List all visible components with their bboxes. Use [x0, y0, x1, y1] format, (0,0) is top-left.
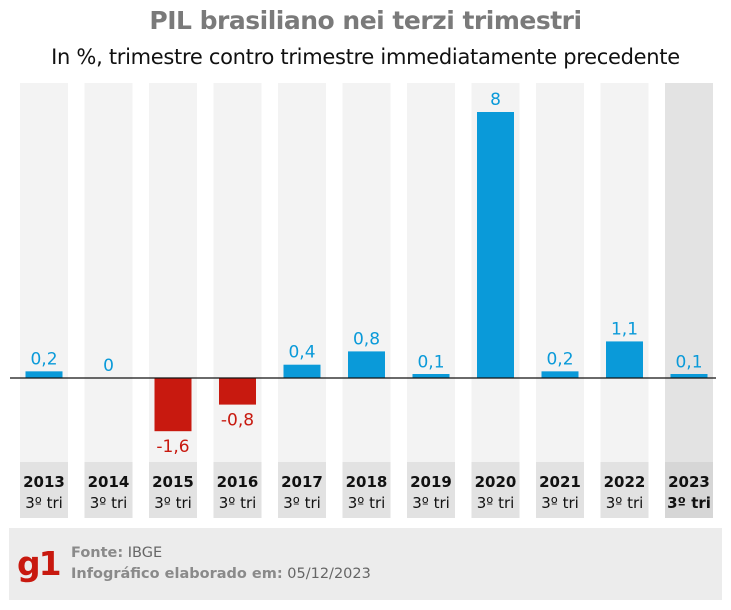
g1-logo: g1 — [17, 544, 62, 583]
tick-label-year: 2016 — [217, 473, 259, 491]
data-label: -0,8 — [221, 411, 254, 431]
data-label: 0 — [103, 356, 114, 376]
tick-label-quarter: 3º tri — [154, 494, 192, 512]
source-label: Fonte: — [71, 545, 124, 561]
category-label-panel — [213, 462, 262, 518]
tick-label-quarter: 3º tri — [219, 494, 257, 512]
column-background — [536, 83, 584, 518]
source-value: IBGE — [127, 545, 163, 561]
category-label-panel — [20, 462, 68, 518]
data-label: 1,1 — [611, 319, 638, 339]
category-label-panel — [471, 462, 520, 518]
category-label-panel — [278, 462, 326, 518]
bar-chart: 0,2 2013 3º tri 0 2014 3º tri -1,6 2015 3º tri -0… — [10, 83, 716, 518]
bar — [477, 112, 514, 378]
tick-label-quarter: 3º tri — [412, 494, 450, 512]
tick-label-year: 2018 — [346, 473, 388, 491]
tick-label-quarter: 3º tri — [90, 494, 128, 512]
date-label: Infográfico elaborado em: — [71, 566, 283, 582]
column-background — [213, 83, 262, 518]
data-label: 0,1 — [417, 353, 444, 373]
column-background — [407, 83, 455, 518]
column-background — [278, 83, 326, 518]
tick-label-quarter: 3º tri — [477, 494, 515, 512]
bar — [219, 378, 256, 405]
category-label-panel — [342, 462, 391, 518]
data-label: -1,6 — [156, 437, 189, 457]
tick-label-year: 2017 — [281, 473, 323, 491]
category-label-panel — [149, 462, 197, 518]
tick-label-year: 2022 — [604, 473, 646, 491]
column-background — [20, 83, 68, 518]
tick-label-quarter: 3º tri — [25, 494, 63, 512]
data-label: 0,2 — [546, 349, 573, 369]
category-label-panel — [665, 462, 713, 518]
bar — [606, 341, 643, 378]
category-label-panel — [407, 462, 455, 518]
column-background — [342, 83, 391, 518]
column-background — [600, 83, 649, 518]
tick-label-year: 2023 — [668, 473, 710, 491]
date-line: Infográfico elaborado em: 05/12/2023 — [71, 566, 371, 582]
data-label: 8 — [490, 90, 501, 110]
bar — [670, 374, 708, 378]
bar — [348, 351, 385, 378]
bar — [25, 371, 63, 378]
date-value: 05/12/2023 — [287, 566, 371, 582]
category-label-panel — [84, 462, 133, 518]
bar — [154, 378, 192, 432]
bar — [541, 371, 579, 378]
data-label: 0,1 — [675, 353, 702, 373]
data-label: 0,2 — [30, 349, 57, 369]
column-background — [149, 83, 197, 518]
data-label: 0,8 — [353, 329, 380, 349]
category-label-panel — [600, 462, 649, 518]
tick-label-year: 2019 — [410, 473, 452, 491]
footer: g1 Fonte: IBGE Infográfico elaborado em:… — [9, 528, 722, 600]
g1-logo-text: g1 — [17, 544, 60, 583]
tick-label-quarter: 3º tri — [283, 494, 321, 512]
tick-label-quarter: 3º tri — [667, 494, 711, 512]
source-line: Fonte: IBGE — [71, 545, 162, 561]
tick-label-quarter: 3º tri — [606, 494, 644, 512]
tick-label-year: 2020 — [475, 473, 517, 491]
column-background — [84, 83, 133, 518]
bar — [412, 374, 450, 378]
tick-label-year: 2015 — [152, 473, 194, 491]
tick-label-year: 2014 — [88, 473, 130, 491]
data-label: 0,4 — [288, 343, 315, 363]
bar — [283, 364, 321, 378]
category-label-panel — [536, 462, 584, 518]
chart-title: PIL brasiliano nei terzi trimestri — [149, 6, 582, 35]
tick-label-quarter: 3º tri — [541, 494, 579, 512]
tick-label-year: 2021 — [539, 473, 581, 491]
tick-label-year: 2013 — [23, 473, 65, 491]
chart-subtitle: In %, trimestre contro trimestre immedia… — [51, 45, 680, 69]
tick-label-quarter: 3º tri — [348, 494, 386, 512]
column-background — [665, 83, 713, 518]
